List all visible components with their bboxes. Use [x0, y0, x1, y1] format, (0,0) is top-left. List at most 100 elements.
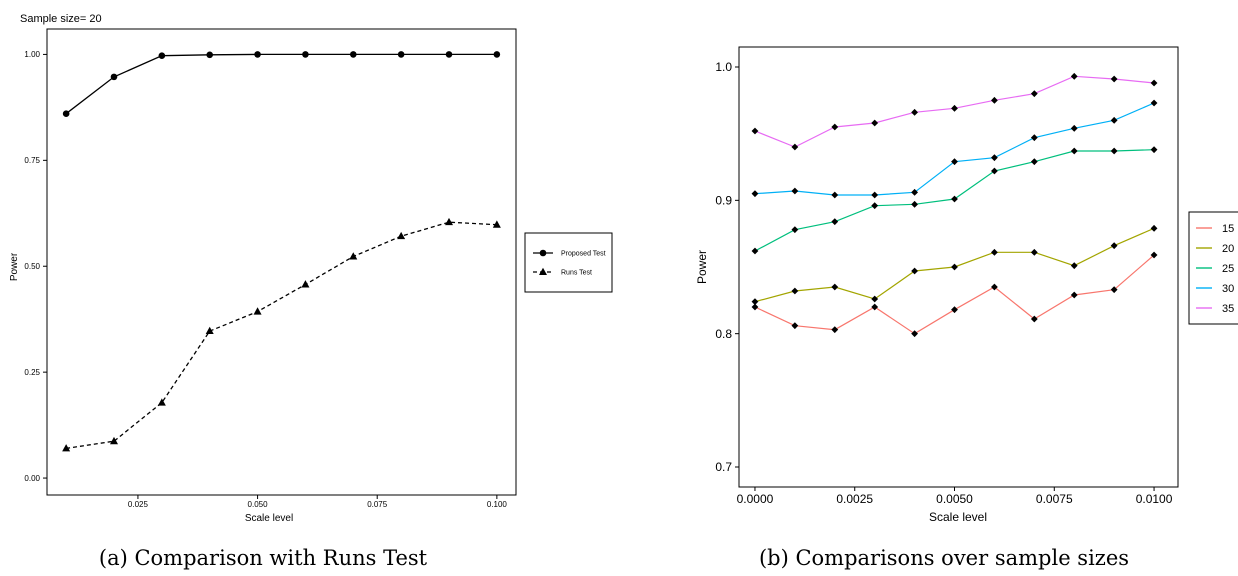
x-tick-label: 0.0000 [737, 492, 774, 506]
data-point [1070, 72, 1078, 80]
data-point [911, 267, 918, 275]
legend-key-marker [539, 249, 547, 257]
data-point [791, 322, 799, 330]
x-tick-label: 0.075 [367, 500, 388, 509]
legend-label: 25 [1222, 263, 1234, 275]
data-point [492, 220, 501, 228]
data-point [1070, 262, 1078, 270]
caption-a: (a) Comparison with Runs Test [99, 546, 428, 570]
data-point [253, 307, 262, 315]
plot-frame [46, 28, 517, 496]
data-point [62, 444, 71, 452]
data-point [1070, 147, 1078, 155]
data-point [991, 248, 998, 256]
chart-a-subtitle: Sample size= 20 [20, 13, 102, 25]
data-point [831, 123, 839, 131]
data-point [1110, 147, 1118, 155]
chart-a-xlabel: Scale level [245, 513, 293, 524]
chart-a-legend: Proposed Test Runs Test [524, 232, 613, 293]
data-point [951, 158, 958, 166]
y-tick-label: 0.50 [24, 262, 40, 271]
data-point [991, 167, 998, 175]
y-tick-label: 0.7 [715, 460, 732, 474]
plot-frame [738, 46, 1179, 488]
data-point [301, 280, 310, 288]
y-tick-label: 0.00 [24, 474, 40, 483]
data-point [791, 187, 799, 195]
x-tick-label: 0.100 [487, 500, 508, 509]
data-point [302, 51, 309, 58]
legend-label: Proposed Test [561, 251, 606, 258]
data-point [157, 398, 166, 406]
data-point [751, 298, 759, 306]
data-point [1150, 79, 1158, 87]
data-point [871, 119, 879, 127]
chart-b-xlabel: Scale level [929, 510, 987, 524]
data-point [951, 104, 958, 112]
data-point [254, 51, 261, 58]
data-point [445, 51, 453, 58]
data-point [791, 287, 799, 295]
legend-label: 35 [1222, 303, 1234, 315]
data-point [1030, 248, 1038, 256]
data-point [349, 51, 357, 58]
data-point [991, 283, 998, 291]
legend-label: 15 [1222, 223, 1234, 235]
y-tick-label: 0.75 [24, 156, 40, 165]
series-line [66, 221, 497, 450]
data-point [871, 191, 879, 199]
legend-label: 30 [1222, 283, 1234, 295]
x-tick-label: 0.0025 [836, 492, 873, 506]
data-point [1150, 251, 1158, 259]
data-point [110, 436, 118, 445]
chart-a-plot: 0.025 0.050 0.075 0.100 0.00 0.25 0.50 0.75 1.00 [24, 28, 517, 509]
data-point [871, 202, 879, 210]
legend-label: 20 [1222, 243, 1234, 255]
data-point [871, 295, 879, 303]
data-point [751, 247, 759, 255]
data-point [751, 190, 759, 198]
y-tick-label: 0.8 [715, 327, 732, 341]
data-point [205, 326, 214, 335]
series-line [754, 102, 1155, 196]
x-tick-label: 0.050 [248, 500, 269, 509]
data-point [349, 252, 358, 260]
data-point [991, 154, 998, 162]
x-tick-label: 0.0050 [936, 492, 973, 506]
data-point [158, 52, 166, 59]
data-point [397, 51, 405, 58]
y-tick-label: 1.00 [24, 50, 40, 59]
data-point [831, 218, 839, 226]
data-point [1030, 134, 1038, 142]
data-point [831, 283, 839, 291]
y-tick-label: 1.0 [715, 60, 732, 74]
legend-key-marker [539, 267, 547, 275]
data-point [62, 110, 70, 118]
chart-b-ylabel: Power [695, 250, 709, 284]
data-point [1150, 146, 1158, 154]
data-point [445, 217, 453, 226]
data-point [1030, 158, 1038, 166]
data-point [1070, 124, 1078, 132]
chart-b: 0.0000 0.0025 0.0050 0.0075 0.0100 0.7 0.8 0.9 1… [695, 46, 1238, 524]
data-point [1150, 99, 1158, 107]
data-point [1030, 315, 1038, 323]
chart-a-ylabel: Power [9, 252, 20, 281]
chart-a: Sample size= 20 0.025 0.050 0.075 0.100 0.00… [9, 13, 613, 524]
legend-box [524, 232, 613, 293]
data-point [751, 127, 759, 135]
data-point [831, 191, 839, 199]
data-point [951, 195, 958, 203]
data-point [1110, 286, 1118, 294]
chart-b-plot: 0.0000 0.0025 0.0050 0.0075 0.0100 0.7 0.8 0.9 1… [715, 46, 1179, 506]
series-line [65, 53, 497, 115]
legend-label: Runs Test [561, 270, 592, 277]
data-point [791, 143, 799, 151]
x-tick-label: 0.0100 [1136, 492, 1173, 506]
x-tick-label: 0.025 [128, 500, 149, 509]
data-point [110, 73, 118, 81]
data-point [493, 51, 501, 58]
data-point [1070, 291, 1078, 299]
data-point [1110, 116, 1118, 124]
